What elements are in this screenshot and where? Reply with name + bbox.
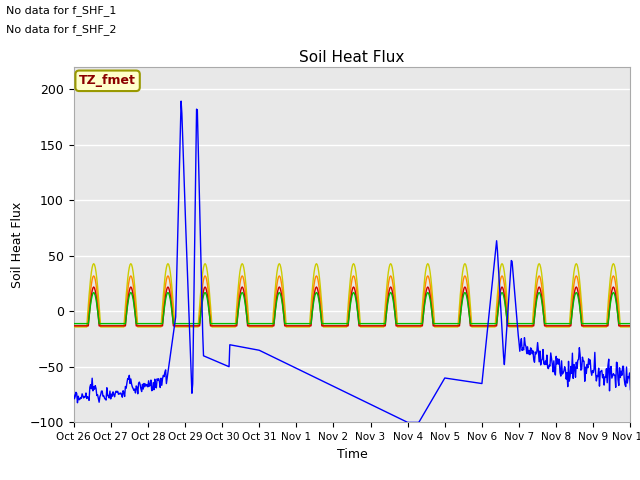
- Text: No data for f_SHF_1: No data for f_SHF_1: [6, 5, 116, 16]
- Y-axis label: Soil Heat Flux: Soil Heat Flux: [11, 202, 24, 288]
- Text: TZ_fmet: TZ_fmet: [79, 74, 136, 87]
- Text: No data for f_SHF_2: No data for f_SHF_2: [6, 24, 117, 35]
- X-axis label: Time: Time: [337, 448, 367, 461]
- Title: Soil Heat Flux: Soil Heat Flux: [300, 49, 404, 65]
